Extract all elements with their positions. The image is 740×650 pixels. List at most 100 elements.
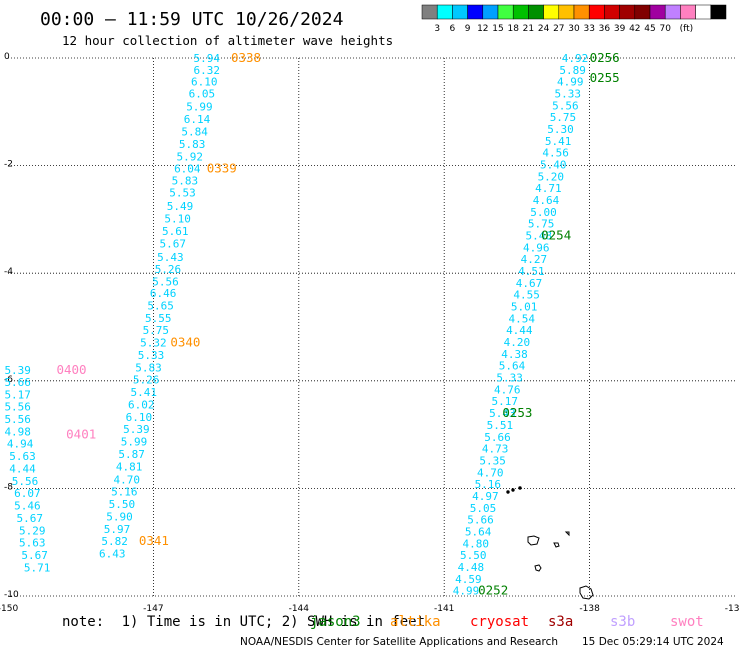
wave-height-value: 5.17 [4, 388, 31, 401]
mission-label: jason3 [310, 614, 361, 630]
wave-height-value: 6.10 [126, 411, 153, 424]
y-tick-label: -10 [4, 590, 19, 600]
note-text: note: 1) Time is in UTC; 2) SWH is in fe… [62, 614, 425, 630]
colorbar-label: 24 [538, 24, 550, 34]
wave-height-value: 5.49 [167, 200, 194, 213]
colorbar-label: 15 [492, 24, 503, 34]
chart-subtitle: 12 hour collection of altimeter wave hei… [62, 33, 393, 48]
wave-height-value: 5.99 [121, 436, 148, 449]
island-dot [511, 488, 515, 492]
mission-label: swot [670, 614, 704, 630]
wave-height-value: 5.46 [14, 500, 41, 513]
wave-height-value: 4.71 [535, 182, 562, 195]
y-tick-label: -4 [4, 267, 13, 277]
colorbar-label: 6 [450, 24, 456, 34]
wave-height-value: 5.83 [172, 175, 199, 188]
wave-height-value: 4.94 [7, 438, 34, 451]
wave-height-value: 5.56 [552, 99, 579, 112]
wave-height-value: 5.90 [106, 510, 133, 523]
wave-height-value: 5.75 [550, 111, 577, 124]
wave-height-value: 5.84 [181, 126, 208, 139]
island-shape [534, 564, 542, 572]
island-shape [579, 585, 594, 600]
wave-height-value: 5.41 [130, 386, 157, 399]
wave-height-value: 6.07 [14, 487, 41, 500]
pass-time-label: 0255 [590, 70, 620, 85]
island-outlines [506, 486, 594, 600]
colorbar-swatch [604, 4, 620, 20]
wave-height-value: 5.87 [118, 448, 145, 461]
colorbar-swatch [634, 4, 651, 20]
wave-height-value: 5.43 [157, 251, 184, 264]
colorbar-label: 12 [477, 24, 488, 34]
wave-height-value: 5.66 [484, 431, 511, 444]
wave-height-value: 5.33 [496, 372, 523, 385]
wave-height-value: 4.80 [462, 537, 489, 550]
wave-height-value: 5.67 [160, 238, 187, 251]
wave-height-value: 5.92 [177, 150, 204, 163]
wave-height-value: 5.48 [525, 230, 552, 243]
colorbar-swatch [528, 4, 544, 20]
axis-ticks: -150 -147 -144 -141 -138 -135 0 -2 -4 -6 -8 -10 [0, 52, 740, 614]
wave-height-value: 5.55 [145, 312, 172, 325]
wave-height-value: 5.29 [19, 524, 46, 537]
colorbar-label: 9 [465, 24, 471, 34]
mission-label: s3a [548, 614, 573, 630]
colorbar-swatch [482, 4, 499, 20]
wave-height-value: 4.54 [508, 312, 535, 325]
wave-height-value: 5.56 [4, 413, 31, 426]
colorbar-swatch [436, 4, 453, 20]
wave-height-value: 5.01 [511, 301, 538, 314]
wave-height-value: 4.97 [472, 490, 499, 503]
wave-height-value: 4.55 [513, 289, 540, 302]
wave-height-value: 4.59 [455, 573, 482, 586]
y-tick-label: -6 [4, 375, 13, 385]
wave-height-value: 5.10 [164, 212, 191, 225]
wave-height-value: 5.17 [492, 395, 519, 408]
x-tick-label: -138 [579, 604, 600, 614]
wave-height-value: 5.56 [152, 275, 179, 288]
wave-height-value: 5.61 [162, 225, 189, 238]
wave-height-value: 5.53 [169, 187, 196, 200]
wave-height-value: 6.43 [99, 547, 126, 560]
wave-height-value: 5.75 [143, 324, 170, 337]
pass-time-label: 0401 [66, 427, 96, 442]
colorbar-label: 21 [523, 24, 534, 34]
colorbar-swatch [497, 4, 514, 20]
wave-height-value: 4.70 [113, 473, 140, 486]
wave-height-value: 4.76 [494, 383, 521, 396]
y-tick-label: 0 [4, 52, 10, 62]
wave-height-value: 5.64 [465, 525, 492, 538]
mission-legend: jason3 altika cryosat s3a s3b swot [310, 614, 704, 630]
x-tick-label: -135 [725, 604, 740, 614]
wave-height-value: 5.71 [24, 561, 51, 574]
y-tick-label: -8 [4, 482, 13, 492]
colorbar-swatch [558, 4, 575, 20]
x-tick-label: -144 [289, 604, 310, 614]
colorbar-swatch [664, 4, 681, 20]
mission-label: altika [390, 614, 441, 630]
mission-label: cryosat [470, 614, 529, 630]
wave-height-value: 5.50 [109, 498, 136, 511]
wave-height-value: 4.99 [453, 585, 480, 598]
wave-height-value: 5.39 [123, 423, 150, 436]
y-tick-label: -2 [4, 160, 13, 170]
colorbar-swatch [452, 4, 468, 20]
colorbar-swatch [421, 4, 438, 20]
wave-height-value: 4.99 [557, 76, 584, 89]
wave-height-value: 4.44 [9, 462, 36, 475]
wave-height-value: 5.89 [559, 64, 586, 77]
colorbar-label: 3 [434, 24, 440, 34]
colorbar-label: 18 [507, 24, 519, 34]
wave-height-value: 5.50 [460, 549, 487, 562]
island-shape [553, 542, 560, 548]
wave-height-value: 5.63 [19, 537, 46, 550]
wave-height-value: 5.66 [467, 514, 494, 527]
wave-height-value: 4.73 [482, 443, 509, 456]
colorbar-swatch [512, 4, 529, 20]
wave-height-value: 5.65 [147, 299, 174, 312]
wave-height-value: 4.56 [542, 147, 569, 160]
wave-height-value: 5.99 [186, 100, 213, 113]
wave-height-value: 5.33 [138, 349, 165, 362]
